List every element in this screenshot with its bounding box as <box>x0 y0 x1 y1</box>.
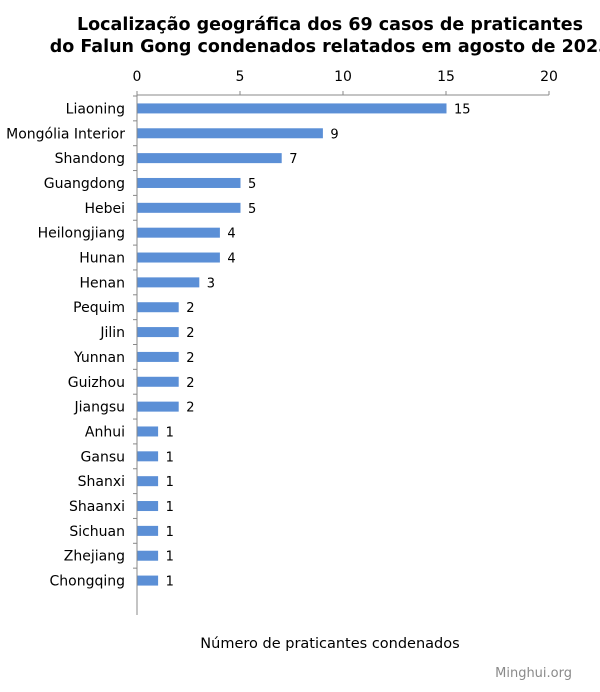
data-label: 1 <box>166 525 174 540</box>
bar <box>137 252 220 263</box>
bar <box>137 426 159 437</box>
category-label: Hebei <box>84 201 125 217</box>
category-label: Hunan <box>79 251 125 267</box>
source-credit: Minghui.org <box>495 666 572 681</box>
bar <box>137 277 200 288</box>
bar <box>137 351 179 362</box>
category-label: Shaanxi <box>69 499 125 515</box>
bar <box>137 575 159 586</box>
x-tick-label: 15 <box>437 69 455 85</box>
bar <box>137 451 159 462</box>
data-label: 2 <box>186 326 194 341</box>
category-label: Mongólia Interior <box>6 126 125 142</box>
bar <box>137 103 447 114</box>
chart-title-line2: do Falun Gong condenados relatados em ag… <box>49 37 600 57</box>
bar <box>137 202 241 213</box>
x-tick-label: 10 <box>334 69 352 85</box>
x-tick-label: 20 <box>540 69 558 85</box>
category-label: Henan <box>80 275 125 291</box>
category-label: Chongqing <box>49 574 125 590</box>
category-label: Pequim <box>73 300 125 316</box>
x-tick-label: 0 <box>133 69 142 85</box>
data-label: 1 <box>166 500 174 515</box>
data-label: 1 <box>166 550 174 565</box>
x-axis-label: Número de praticantes condenados <box>200 636 460 652</box>
data-label: 15 <box>454 102 471 117</box>
data-label: 1 <box>166 425 174 440</box>
data-label: 1 <box>166 475 174 490</box>
data-label: 1 <box>166 575 174 590</box>
category-label: Guizhou <box>68 375 125 391</box>
category-label: Shandong <box>55 151 125 167</box>
bar <box>137 501 159 512</box>
data-label: 5 <box>248 202 256 217</box>
bar <box>137 476 159 487</box>
data-label: 4 <box>227 227 235 242</box>
data-label: 5 <box>248 177 256 192</box>
bar <box>137 401 179 412</box>
data-label: 3 <box>207 276 215 291</box>
category-label: Shanxi <box>78 474 125 490</box>
category-label: Jiangsu <box>73 400 125 416</box>
data-label: 7 <box>289 152 297 167</box>
bar <box>137 327 179 338</box>
category-label: Heilongjiang <box>38 226 125 242</box>
bar <box>137 376 179 387</box>
data-label: 2 <box>186 376 194 391</box>
data-label: 2 <box>186 301 194 316</box>
category-label: Anhui <box>85 424 125 440</box>
category-label: Sichuan <box>69 524 125 540</box>
bar <box>137 525 159 536</box>
category-label: Gansu <box>81 449 125 465</box>
x-tick-label: 5 <box>236 69 245 85</box>
category-label: Liaoning <box>66 101 125 117</box>
category-label: Jilin <box>99 325 125 341</box>
category-label: Zhejiang <box>64 549 125 565</box>
bar <box>137 153 282 164</box>
bar <box>137 128 323 139</box>
data-label: 9 <box>330 127 338 142</box>
bar <box>137 227 220 238</box>
category-label: Yunnan <box>73 350 125 366</box>
data-label: 2 <box>186 351 194 366</box>
chart-title-line1: Localização geográfica dos 69 casos de p… <box>76 15 584 35</box>
data-label: 1 <box>166 450 174 465</box>
data-label: 4 <box>227 252 235 267</box>
bar <box>137 550 159 561</box>
bar <box>137 177 241 188</box>
data-label: 2 <box>186 401 194 416</box>
category-label: Guangdong <box>44 176 125 192</box>
bar <box>137 302 179 313</box>
